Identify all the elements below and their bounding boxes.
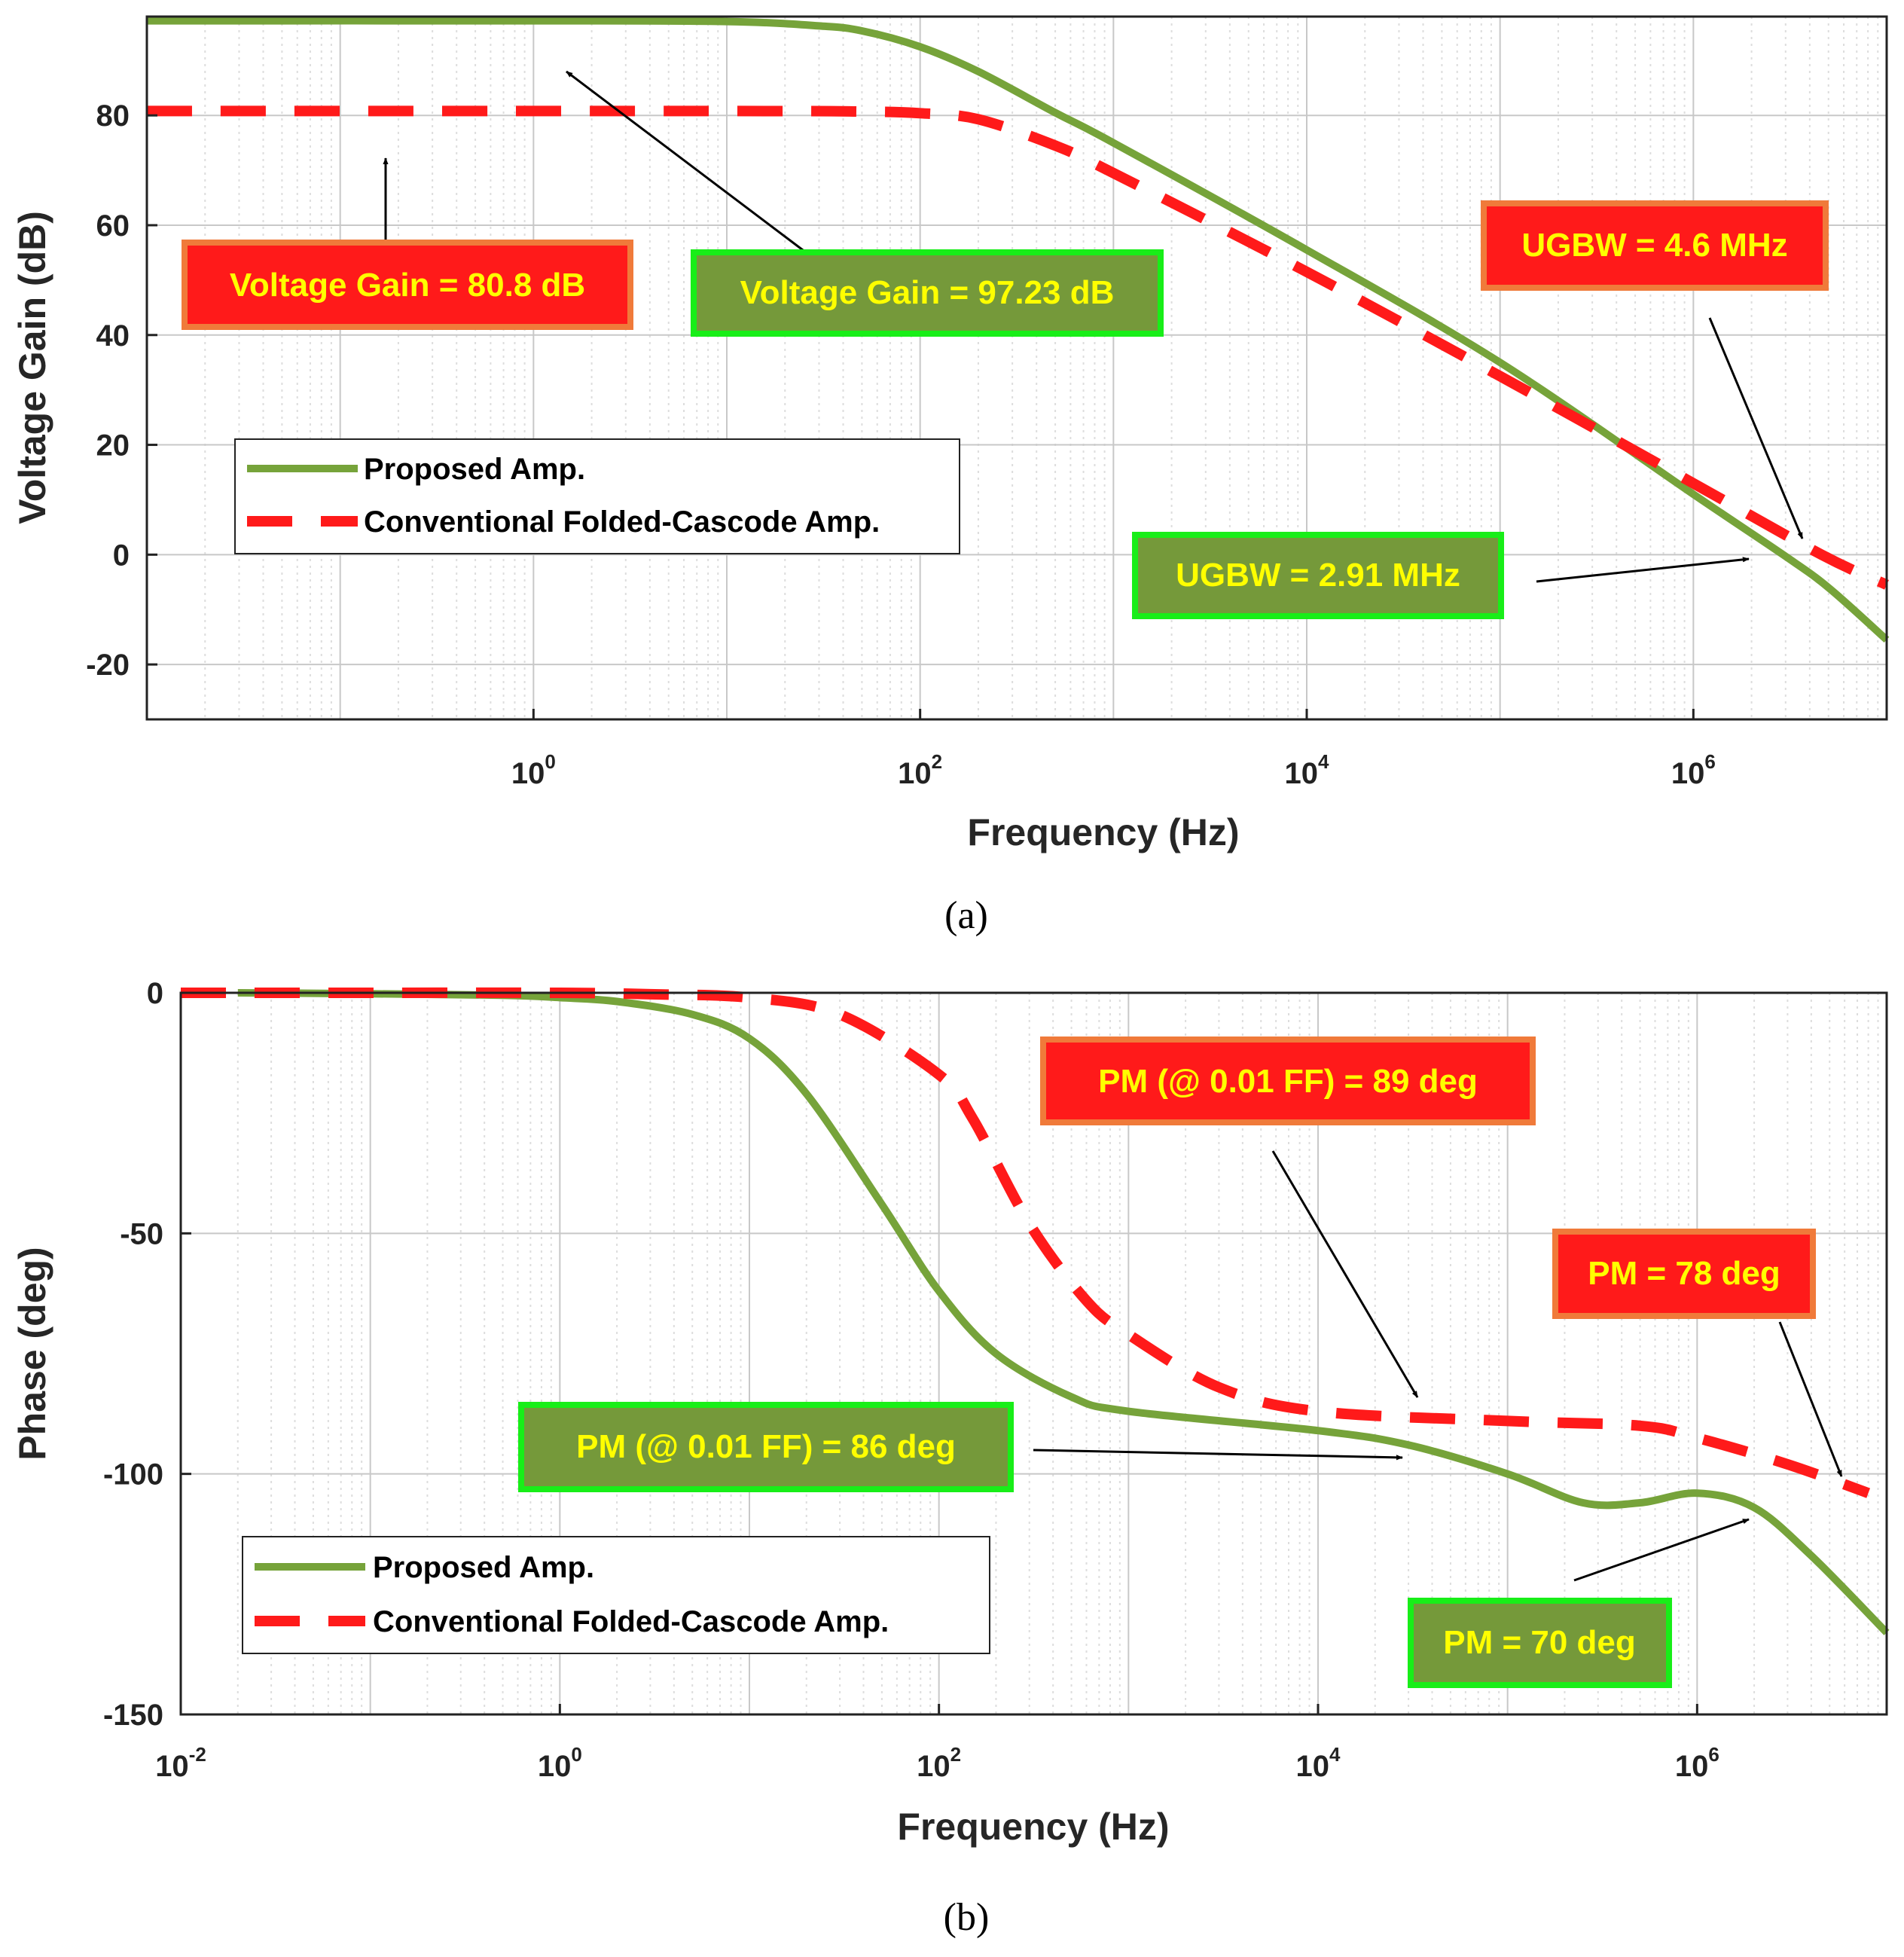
gain-annotation-80db: Voltage Gain = 80.8 dB: [182, 240, 633, 330]
phase-plot-frame: [179, 991, 1888, 1716]
series-line-proposed: [146, 17, 1890, 643]
gain-legend: Proposed Amp. Conventional Folded-Cascod…: [234, 438, 960, 554]
gain-minor-grid: [204, 17, 1879, 719]
phase-annotation-pm70: PM = 70 deg: [1408, 1598, 1672, 1688]
y-tick-label: -50: [120, 1217, 163, 1250]
gain-annotation-arrow-ugbw-46: [1708, 317, 1804, 539]
y-tick-label: -100: [103, 1458, 163, 1491]
phase-tick-labels: 0 -50 -100 -150 10-2 100 102 104 106: [103, 977, 1719, 1783]
phase-annotation-arrow-78: [1778, 1321, 1843, 1477]
y-tick-label: -20: [86, 649, 130, 682]
series-line-conventional: [180, 987, 1870, 1498]
phase-legend: Proposed Amp. Conventional Folded-Cascod…: [242, 1536, 990, 1654]
x-tick-label: 100: [538, 1743, 582, 1783]
x-tick-label: 106: [1671, 750, 1716, 790]
svg-text:Voltage Gain = 80.8 dB: Voltage Gain = 80.8 dB: [230, 267, 585, 304]
phase-plot: 0 -50 -100 -150 10-2 100 102 104 106 Frequency (…: [11, 977, 1890, 1939]
svg-text:UGBW = 4.6 MHz: UGBW = 4.6 MHz: [1521, 227, 1787, 264]
x-tick-label: 106: [1675, 1743, 1719, 1783]
gain-annotation-arrow-ugbw-291: [1536, 557, 1750, 583]
y-tick-label: 40: [96, 319, 130, 353]
gain-tick-labels: 80 60 40 20 0 -20 100 102 104 106: [86, 99, 1716, 790]
caption-b: (b): [944, 1896, 990, 1939]
phase-legend-box: [242, 1536, 990, 1654]
svg-text:Voltage Gain = 97.23 dB: Voltage Gain = 97.23 dB: [740, 274, 1115, 311]
x-tick-label: 10-2: [155, 1743, 206, 1783]
phase-annotation-arrow-86: [1033, 1449, 1403, 1461]
series-line-proposed: [237, 989, 1890, 1635]
y-tick-label: 20: [96, 429, 130, 463]
gain-annotation-9723db: Voltage Gain = 97.23 dB: [691, 249, 1164, 337]
phase-annotation-pm89: PM (@ 0.01 FF) = 89 deg: [1040, 1037, 1536, 1125]
y-tick-label: 60: [96, 209, 130, 243]
y-tick-label: 0: [113, 539, 130, 572]
gain-annotation-ugbw-46mhz: UGBW = 4.6 MHz: [1481, 200, 1829, 291]
svg-text:PM = 70 deg: PM = 70 deg: [1443, 1624, 1636, 1661]
phase-series: [180, 987, 1890, 1635]
phase-legend-label-proposed: Proposed Amp.: [373, 1551, 594, 1584]
phase-annotation-arrow-89: [1271, 1150, 1419, 1398]
y-tick-label: 80: [96, 99, 130, 133]
caption-a: (a): [944, 894, 988, 937]
svg-text:PM (@ 0.01 FF) = 89 deg: PM (@ 0.01 FF) = 89 deg: [1098, 1063, 1478, 1100]
gain-major-grid: [146, 17, 1887, 719]
gain-annotation-ugbw-291mhz: UGBW = 2.91 MHz: [1132, 532, 1504, 619]
x-tick-label: 104: [1296, 1743, 1341, 1783]
gain-legend-label-conventional: Conventional Folded-Cascode Amp.: [364, 505, 880, 539]
x-tick-label: 100: [511, 750, 556, 790]
svg-text:PM (@ 0.01 FF) = 86 deg: PM (@ 0.01 FF) = 86 deg: [576, 1428, 956, 1465]
phase-annotation-arrow-70: [1573, 1518, 1750, 1582]
svg-text:UGBW = 2.91 MHz: UGBW = 2.91 MHz: [1176, 557, 1460, 594]
phase-x-axis-title: Frequency (Hz): [897, 1806, 1169, 1848]
x-tick-label: 102: [898, 750, 942, 790]
gain-y-axis-title: Voltage Gain (dB): [11, 211, 53, 524]
x-tick-label: 102: [917, 1743, 961, 1783]
svg-text:PM = 78 deg: PM = 78 deg: [1588, 1255, 1780, 1292]
phase-y-axis-title: Phase (deg): [11, 1247, 53, 1460]
gain-annotation-arrow-97: [566, 70, 807, 254]
gain-legend-label-proposed: Proposed Amp.: [364, 453, 585, 486]
phase-annotation-pm86: PM (@ 0.01 FF) = 86 deg: [518, 1402, 1014, 1492]
y-tick-label: 0: [147, 977, 163, 1010]
gain-x-axis-title: Frequency (Hz): [967, 811, 1239, 853]
phase-legend-label-conventional: Conventional Folded-Cascode Amp.: [373, 1605, 889, 1638]
gain-plot-frame: [145, 15, 1888, 721]
y-tick-label: -150: [103, 1699, 163, 1732]
phase-annotation-pm78: PM = 78 deg: [1552, 1229, 1816, 1319]
x-tick-label: 104: [1285, 750, 1330, 790]
gain-series: [146, 17, 1890, 643]
gain-legend-box: [234, 438, 960, 554]
